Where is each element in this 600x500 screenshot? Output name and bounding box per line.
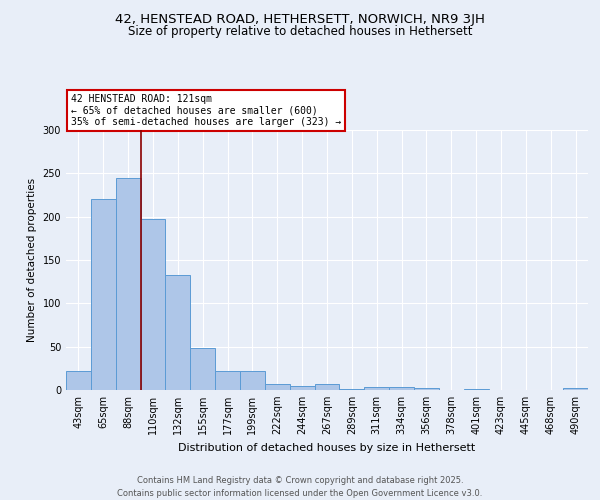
- Bar: [265, 384, 290, 390]
- Text: Contains HM Land Registry data © Crown copyright and database right 2025.
Contai: Contains HM Land Registry data © Crown c…: [118, 476, 482, 498]
- Bar: [215, 371, 240, 390]
- Bar: [166, 274, 190, 390]
- Text: 42 HENSTEAD ROAD: 121sqm
← 65% of detached houses are smaller (600)
35% of semi-: 42 HENSTEAD ROAD: 121sqm ← 65% of detach…: [71, 94, 341, 128]
- Bar: [66, 371, 91, 390]
- Bar: [389, 386, 414, 390]
- Bar: [364, 386, 389, 390]
- X-axis label: Distribution of detached houses by size in Hethersett: Distribution of detached houses by size …: [178, 442, 476, 452]
- Bar: [290, 386, 314, 390]
- Bar: [190, 348, 215, 390]
- Bar: [340, 389, 364, 390]
- Bar: [414, 388, 439, 390]
- Text: Size of property relative to detached houses in Hethersett: Size of property relative to detached ho…: [128, 25, 472, 38]
- Bar: [240, 371, 265, 390]
- Bar: [116, 178, 140, 390]
- Bar: [140, 220, 166, 390]
- Y-axis label: Number of detached properties: Number of detached properties: [27, 178, 37, 342]
- Bar: [91, 200, 116, 390]
- Bar: [464, 389, 488, 390]
- Bar: [314, 384, 340, 390]
- Bar: [563, 388, 588, 390]
- Text: 42, HENSTEAD ROAD, HETHERSETT, NORWICH, NR9 3JH: 42, HENSTEAD ROAD, HETHERSETT, NORWICH, …: [115, 12, 485, 26]
